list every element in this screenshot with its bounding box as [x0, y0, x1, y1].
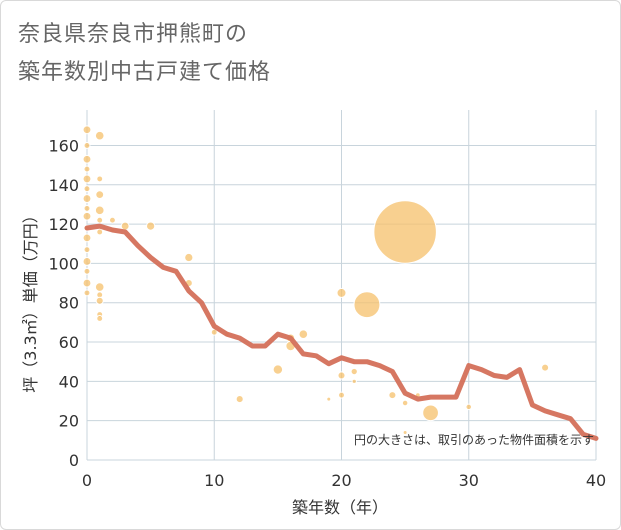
- bubble-point: [373, 200, 437, 264]
- trend-line-layer: [84, 223, 599, 441]
- y-tick-label: 40: [59, 372, 79, 391]
- x-tick-label: 10: [204, 471, 224, 490]
- bubble-point: [83, 165, 91, 173]
- bubble-point: [96, 315, 104, 322]
- bubble-point: [83, 204, 91, 212]
- bubble-point: [82, 174, 92, 184]
- grid-lines: [86, 110, 597, 461]
- bubble-point: [109, 216, 116, 224]
- bubble-point: [338, 391, 345, 399]
- bubble-point: [96, 216, 104, 224]
- bubble-point: [402, 429, 408, 435]
- y-tick-label: 100: [48, 254, 79, 273]
- bubble-point: [326, 396, 332, 402]
- bubble-point: [95, 296, 104, 305]
- bubble-point: [95, 190, 105, 200]
- bubble-point: [401, 399, 409, 407]
- x-axis-label: 築年数（年）: [292, 498, 388, 517]
- bubble-point: [94, 282, 105, 292]
- bubble-point: [82, 125, 92, 135]
- bubble-point: [94, 205, 105, 216]
- x-tick-label: 0: [82, 471, 92, 490]
- bubble-point: [210, 328, 218, 336]
- size-note: 円の大きさは、取引のあった物件面積を示す: [354, 432, 594, 447]
- x-tick-label: 20: [331, 471, 351, 490]
- y-tick-label: 80: [59, 294, 79, 313]
- y-tick-label: 0: [69, 451, 79, 470]
- bubble-point: [82, 233, 92, 243]
- bubble-point: [96, 175, 104, 183]
- bubble-point: [83, 289, 91, 297]
- bubble-point: [96, 228, 104, 236]
- tick-labels: 0 10 20 30 40 0 20 40 60 80 100 120 140 160: [48, 136, 606, 490]
- bubble-point: [83, 142, 91, 149]
- bubble-layer: [82, 125, 550, 435]
- y-tick-label: 20: [59, 412, 79, 431]
- bubble-point: [82, 211, 92, 221]
- bubble-point: [120, 221, 130, 231]
- bubble-point: [353, 291, 381, 319]
- bubble-point: [422, 404, 439, 422]
- bubble-point: [298, 329, 309, 340]
- bubble-point: [541, 363, 550, 372]
- bubble-point: [83, 267, 91, 275]
- bubble-point: [337, 371, 346, 380]
- bubble-point: [145, 221, 156, 231]
- bubble-point: [82, 257, 92, 266]
- y-axis-label: 坪（3.3㎡）単価（万円）: [21, 207, 40, 392]
- bubble-point: [94, 130, 105, 141]
- y-tick-label: 160: [48, 136, 79, 155]
- bubble-point: [82, 154, 92, 164]
- x-tick-label: 30: [459, 471, 479, 490]
- bubble-point: [83, 185, 91, 193]
- average-price-line: [84, 223, 599, 441]
- bubble-point: [82, 278, 92, 288]
- bubble-point: [82, 194, 92, 203]
- bubble-point: [351, 378, 357, 385]
- bubble-point: [388, 391, 397, 400]
- y-tick-label: 120: [48, 215, 79, 234]
- bubble-point: [336, 287, 347, 298]
- bubble-point: [350, 367, 358, 376]
- chart-title-line-2: 築年数別中古戸建て価格: [18, 60, 272, 85]
- bubble-point: [184, 252, 194, 263]
- bubble-point: [83, 246, 91, 254]
- x-tick-label: 40: [586, 471, 606, 490]
- y-tick-label: 140: [48, 176, 79, 195]
- y-tick-label: 60: [59, 333, 79, 352]
- bubble-point: [235, 395, 244, 404]
- bubble-point: [272, 364, 284, 375]
- bubble-point: [465, 403, 473, 411]
- chart-title-line-1: 奈良県奈良市押熊町の: [18, 22, 249, 47]
